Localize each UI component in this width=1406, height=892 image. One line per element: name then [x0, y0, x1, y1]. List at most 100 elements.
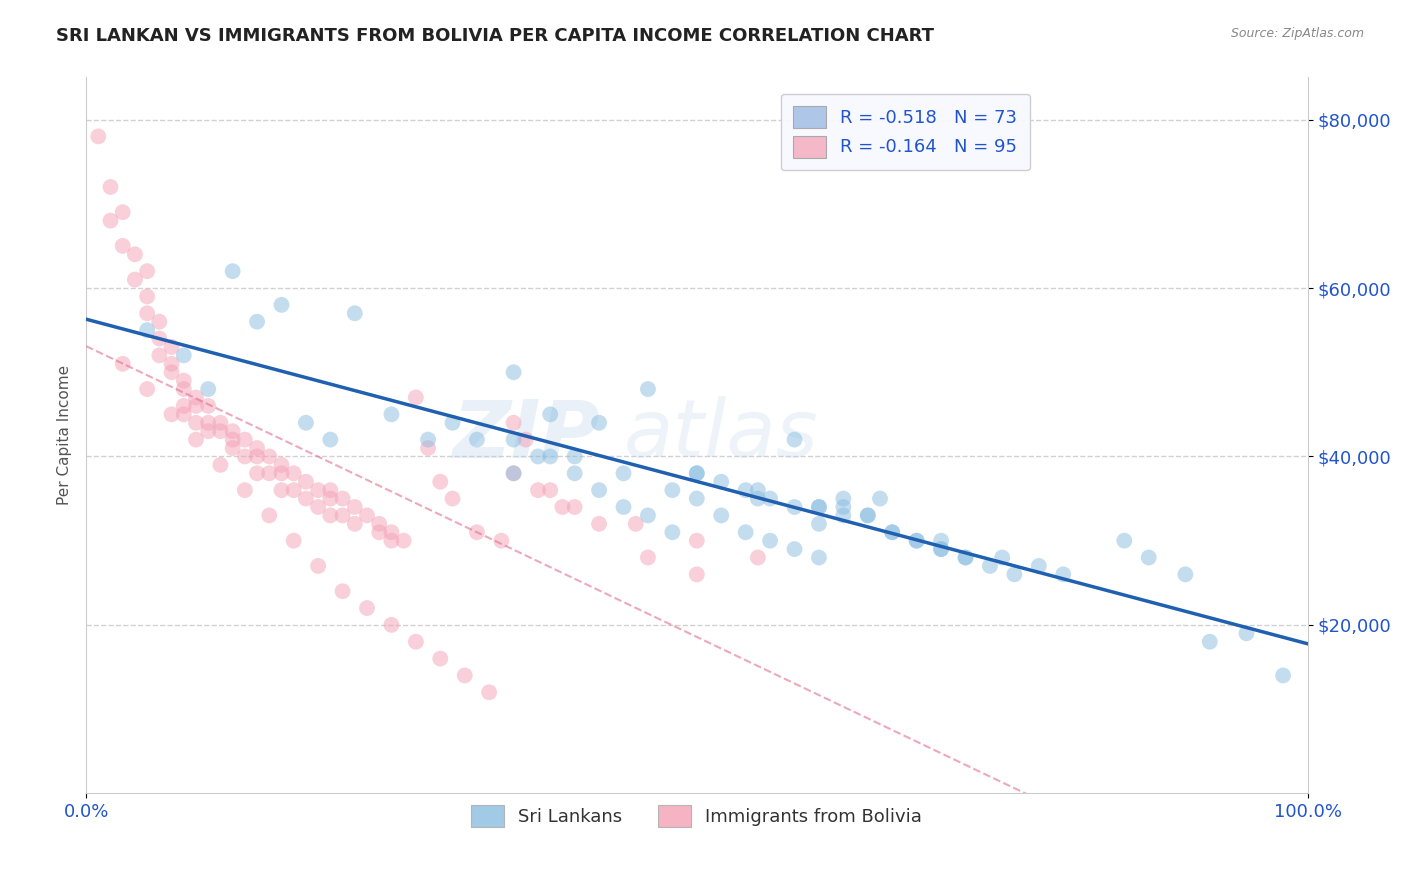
Point — [882, 525, 904, 540]
Point — [124, 272, 146, 286]
Point — [1236, 626, 1258, 640]
Point — [807, 550, 830, 565]
Point — [111, 205, 134, 219]
Point — [1272, 668, 1295, 682]
Point — [136, 323, 159, 337]
Point — [100, 180, 122, 194]
Point — [405, 391, 427, 405]
Point — [502, 467, 524, 481]
Point — [197, 416, 219, 430]
Point — [1174, 567, 1197, 582]
Point — [136, 306, 159, 320]
Point — [307, 500, 329, 514]
Point — [380, 533, 402, 548]
Point — [905, 533, 928, 548]
Point — [173, 382, 195, 396]
Point — [283, 467, 305, 481]
Point — [661, 483, 683, 497]
Point — [233, 450, 256, 464]
Point — [1028, 558, 1050, 573]
Point — [869, 491, 891, 506]
Point — [160, 365, 183, 379]
Point — [832, 500, 855, 514]
Point — [173, 408, 195, 422]
Point — [368, 525, 391, 540]
Point — [197, 399, 219, 413]
Point — [111, 357, 134, 371]
Point — [197, 382, 219, 396]
Point — [637, 550, 659, 565]
Point — [319, 433, 342, 447]
Point — [929, 533, 952, 548]
Point — [637, 508, 659, 523]
Point — [307, 558, 329, 573]
Point — [184, 399, 207, 413]
Point — [295, 491, 318, 506]
Y-axis label: Per Capita Income: Per Capita Income — [58, 366, 72, 506]
Point — [111, 239, 134, 253]
Point — [588, 416, 610, 430]
Point — [233, 433, 256, 447]
Point — [686, 533, 709, 548]
Point — [807, 500, 830, 514]
Point — [759, 533, 782, 548]
Point — [343, 516, 366, 531]
Point — [979, 558, 1001, 573]
Point — [686, 567, 709, 582]
Point — [661, 525, 683, 540]
Point — [1137, 550, 1160, 565]
Point — [538, 450, 561, 464]
Point — [270, 458, 292, 472]
Point — [332, 584, 354, 599]
Point — [612, 467, 634, 481]
Point — [148, 348, 170, 362]
Point — [759, 491, 782, 506]
Point — [955, 550, 977, 565]
Point — [197, 424, 219, 438]
Point — [209, 416, 232, 430]
Point — [356, 601, 378, 615]
Point — [221, 424, 243, 438]
Point — [160, 340, 183, 354]
Point — [283, 483, 305, 497]
Point — [356, 508, 378, 523]
Point — [491, 533, 513, 548]
Point — [538, 483, 561, 497]
Point — [173, 348, 195, 362]
Point — [441, 416, 464, 430]
Point — [405, 634, 427, 648]
Point — [747, 491, 769, 506]
Point — [221, 441, 243, 455]
Point — [686, 467, 709, 481]
Point — [246, 441, 269, 455]
Point — [527, 483, 550, 497]
Point — [502, 365, 524, 379]
Point — [332, 491, 354, 506]
Point — [991, 550, 1014, 565]
Point — [1114, 533, 1136, 548]
Text: SRI LANKAN VS IMMIGRANTS FROM BOLIVIA PER CAPITA INCOME CORRELATION CHART: SRI LANKAN VS IMMIGRANTS FROM BOLIVIA PE… — [56, 27, 934, 45]
Point — [929, 542, 952, 557]
Point — [246, 467, 269, 481]
Point — [184, 391, 207, 405]
Point — [136, 289, 159, 303]
Point — [259, 508, 281, 523]
Point — [502, 416, 524, 430]
Point — [538, 408, 561, 422]
Point — [612, 500, 634, 514]
Point — [246, 450, 269, 464]
Point — [184, 416, 207, 430]
Point — [478, 685, 501, 699]
Text: atlas: atlas — [623, 396, 818, 475]
Point — [319, 483, 342, 497]
Point — [551, 500, 574, 514]
Point — [270, 467, 292, 481]
Point — [259, 467, 281, 481]
Point — [148, 332, 170, 346]
Point — [747, 550, 769, 565]
Text: ZIP: ZIP — [451, 396, 599, 475]
Point — [343, 500, 366, 514]
Point — [527, 450, 550, 464]
Point — [502, 433, 524, 447]
Point — [160, 357, 183, 371]
